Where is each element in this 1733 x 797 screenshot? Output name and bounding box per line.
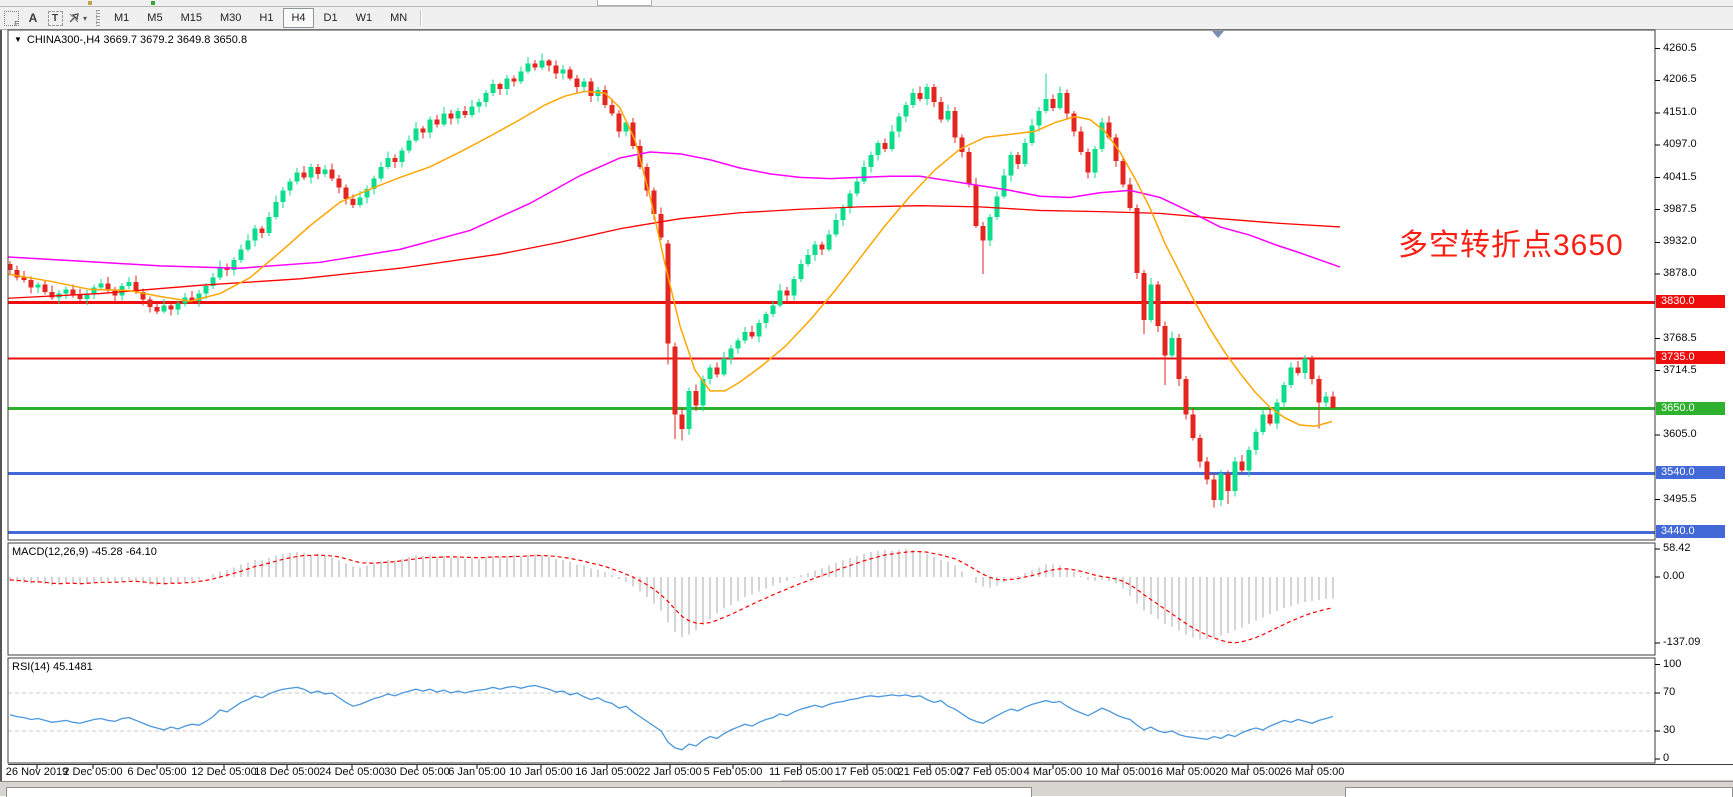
macd-indicator-label: MACD(12,26,9) -45.28 -64.10 [12, 546, 157, 558]
price-level-badge: 3650.0 [1656, 401, 1725, 415]
price-axis-tick: 4206.5 [1663, 73, 1697, 86]
timeframe-button-m15[interactable]: M15 [180, 12, 202, 24]
chart-dropdown-icon[interactable]: ▼ [14, 35, 22, 44]
time-axis-label: 27 Feb 05:00 [957, 766, 1023, 778]
toolbar-fragment [151, 1, 155, 5]
time-axis-label: 24 Dec 05:00 [319, 766, 385, 778]
price-level-badge: 3540.0 [1656, 466, 1725, 480]
lower-panel-box [6, 787, 1032, 797]
price-axis-tick: 3495.5 [1663, 492, 1697, 505]
timeframe-button-mn[interactable]: MN [390, 12, 408, 24]
macd-signal-line [9, 551, 1334, 644]
time-axis-label: 10 Jan 05:00 [509, 766, 573, 778]
time-axis-label: 12 Dec 05:00 [191, 766, 257, 778]
clipped-upper-toolbar [0, 0, 1733, 7]
timeframe-button-d1[interactable]: D1 [323, 12, 338, 24]
symbol-title: ▼ CHINA300-,H4 3669.7 3679.2 3649.8 3650.… [14, 34, 247, 46]
rsi-indicator-label: RSI(14) 45.1481 [12, 661, 93, 673]
time-axis-label: 26 Nov 2019 [5, 766, 69, 778]
chevron-down-icon[interactable]: ▾ [82, 13, 87, 23]
ma-red-line [7, 205, 1341, 299]
price-level-badge: 3735.0 [1656, 351, 1725, 365]
price-axis-tick: 3605.0 [1663, 428, 1697, 441]
time-axis-label: 26 Mar 05:00 [1279, 766, 1345, 778]
toolbar-separator [420, 10, 423, 26]
rsi-axis-tick: 70 [1663, 685, 1676, 698]
clipped-lower-panel [0, 781, 1733, 797]
panel-borders [7, 29, 1733, 782]
axis-ticks [36, 48, 1660, 769]
candlestick-series [7, 53, 1336, 508]
price-axis-tick: 3714.5 [1663, 363, 1697, 376]
price-axis-tick: 4041.5 [1663, 170, 1697, 183]
rsi-axis-tick: 100 [1663, 657, 1682, 670]
time-axis-label: 20 Mar 05:00 [1215, 766, 1281, 778]
timeframe-button-m5[interactable]: M5 [147, 12, 163, 24]
timeframe-button-w1[interactable]: W1 [355, 12, 373, 24]
rsi-axis-tick: 30 [1663, 723, 1676, 736]
time-axis-label: 5 Feb 05:00 [703, 766, 763, 778]
horizontal-level-lines[interactable] [8, 300, 1655, 534]
timeframe-button-group: M1 M5 M15 M30 H1 H4 D1 W1 MN [105, 8, 416, 28]
macd-axis-tick: -137.09 [1663, 635, 1701, 648]
price-axis-tick: 3987.5 [1663, 202, 1697, 215]
chart-window-left-border [0, 30, 2, 781]
time-axis-label: 16 Jan 05:00 [575, 766, 639, 778]
macd-histogram [9, 549, 1334, 640]
toolbar-fragment [88, 1, 92, 5]
lower-panel-box [1345, 787, 1733, 797]
toolbar-grip-handle[interactable] [96, 10, 100, 26]
price-axis-tick: 4097.0 [1663, 137, 1697, 150]
timeframe-button-m30[interactable]: M30 [219, 12, 242, 24]
label-a-icon[interactable]: A [28, 11, 38, 25]
price-axis-tick: 3932.0 [1663, 235, 1697, 248]
time-axis-label: 30 Dec 05:00 [384, 766, 450, 778]
time-axis-label: 4 Mar 05:00 [1023, 766, 1083, 778]
macd-axis-tick: 58.42 [1663, 542, 1691, 555]
rsi-line [9, 684, 1334, 751]
time-axis-label: 10 Mar 05:00 [1085, 766, 1151, 778]
macd-axis-tick: 0.00 [1663, 570, 1685, 583]
ma-magenta-line [7, 151, 1341, 269]
arrows-glyph [69, 13, 79, 23]
time-axis-label: 17 Feb 05:00 [834, 766, 900, 778]
time-axis-label: 22 Jan 05:00 [638, 766, 702, 778]
time-axis-label: 16 Mar 05:00 [1150, 766, 1216, 778]
time-axis-label: 21 Feb 05:00 [897, 766, 963, 778]
moving-average-lines [7, 90, 1341, 427]
fill-grid-icon[interactable]: F [0, 9, 22, 28]
price-level-badge: 3830.0 [1656, 295, 1725, 309]
arrow-style-icon[interactable]: ▾ [66, 9, 88, 27]
time-axis-label: 18 Dec 05:00 [254, 766, 320, 778]
chart-annotation-text: 多空转折点3650 [1398, 229, 1624, 262]
text-box-icon[interactable]: T [44, 9, 66, 27]
timeframe-button-m1[interactable]: M1 [114, 12, 130, 24]
timeframe-button-h4[interactable]: H4 [283, 8, 314, 28]
time-axis-label: 2 Dec 05:00 [63, 766, 123, 778]
macd-signal-dashed [9, 551, 1334, 644]
symbol-ohlc-text: CHINA300-,H4 3669.7 3679.2 3649.8 3650.8 [26, 34, 248, 46]
time-axis-label: 6 Jan 05:00 [448, 766, 506, 778]
chart-shift-marker[interactable] [1212, 31, 1224, 38]
price-axis-tick: 4151.0 [1663, 106, 1697, 119]
rsi-panel-lines [8, 684, 1655, 751]
timeframe-button-h1[interactable]: H1 [259, 12, 274, 24]
price-axis-tick: 3878.0 [1663, 267, 1697, 280]
price-axis-tick: 3768.5 [1663, 331, 1697, 344]
price-axis-tick: 4260.5 [1663, 41, 1697, 54]
rsi-axis-tick: 0 [1663, 752, 1670, 765]
ma-orange-line [7, 90, 1333, 427]
toolbar-fragment-box [597, 0, 652, 6]
price-level-badge: 3440.0 [1656, 525, 1725, 539]
time-axis-label: 11 Feb 05:00 [768, 766, 833, 778]
time-axis-label: 6 Dec 05:00 [127, 766, 187, 778]
